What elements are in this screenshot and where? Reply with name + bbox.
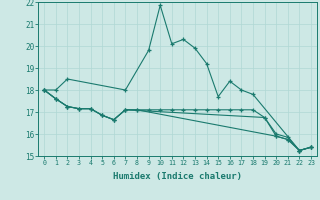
X-axis label: Humidex (Indice chaleur): Humidex (Indice chaleur) [113,172,242,181]
